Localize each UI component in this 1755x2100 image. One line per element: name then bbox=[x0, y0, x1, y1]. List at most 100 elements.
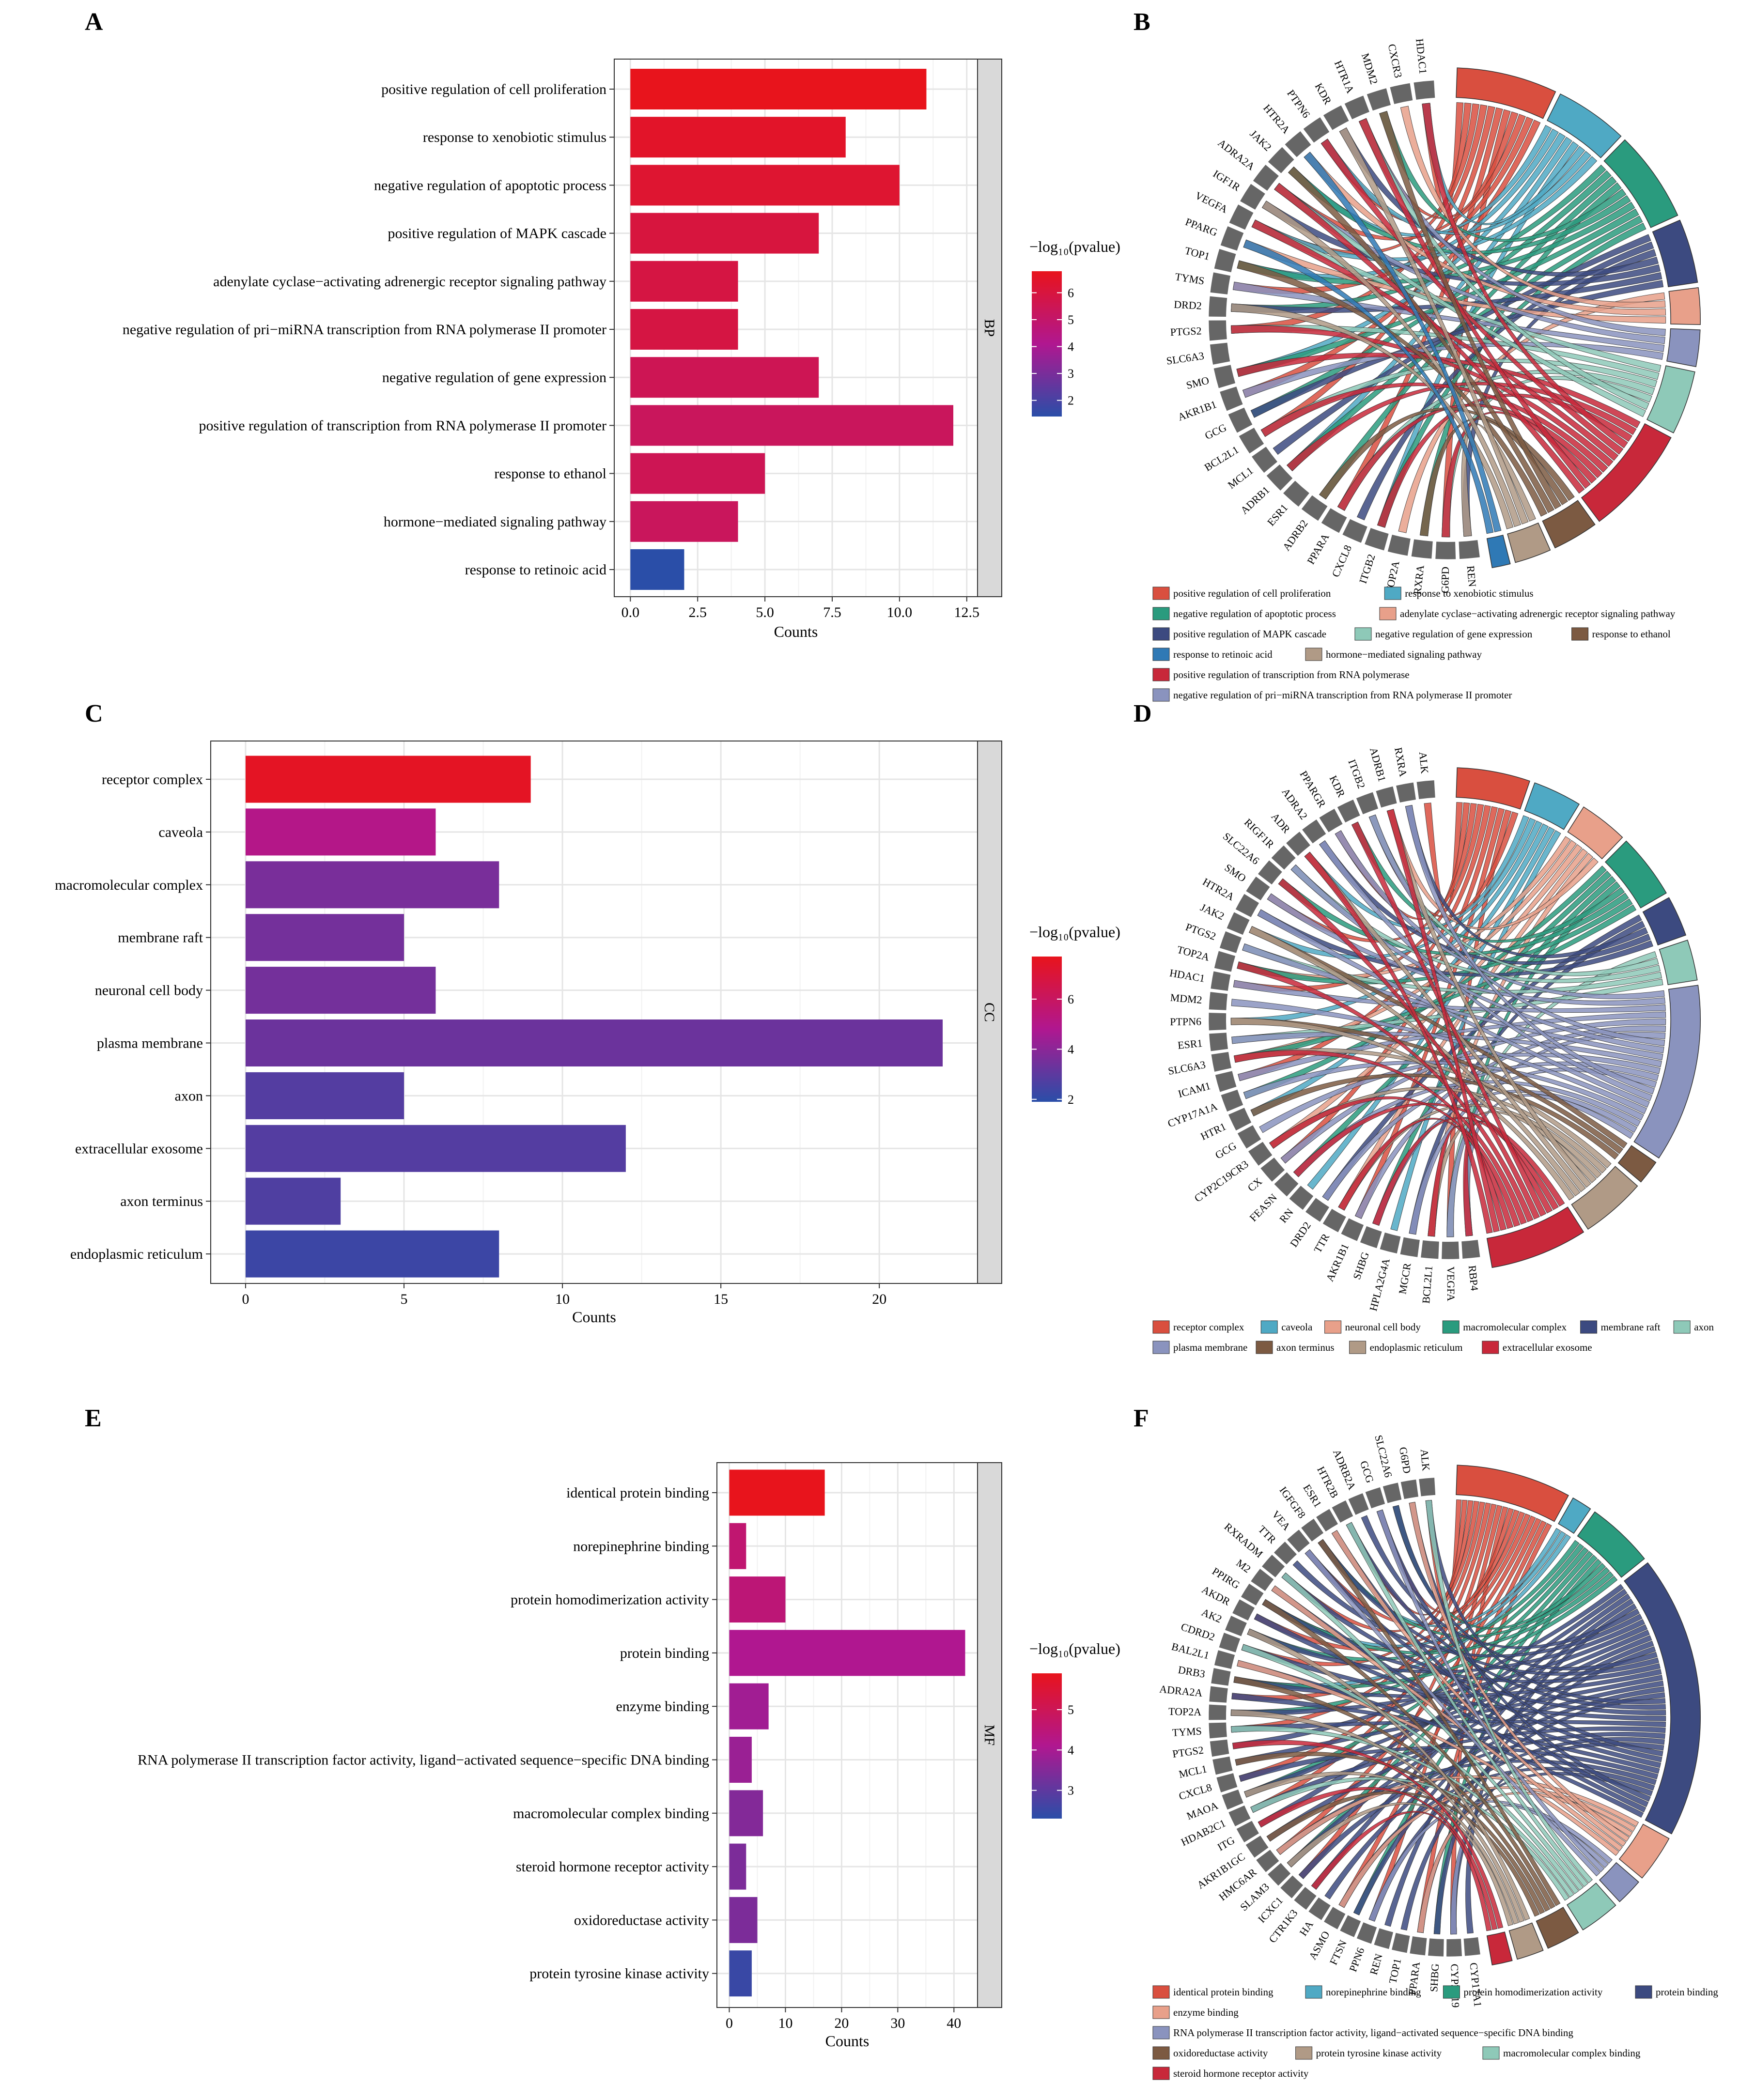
legend-label: neuronal cell body bbox=[1345, 1321, 1421, 1333]
x-tick-label: 20 bbox=[872, 1291, 886, 1307]
legend-swatch bbox=[1152, 2006, 1170, 2019]
gene-block bbox=[1236, 1821, 1259, 1843]
category-label: extracellular exosome bbox=[75, 1141, 203, 1157]
gene-block bbox=[1210, 342, 1230, 365]
gene-label: CX bbox=[1245, 1175, 1265, 1194]
legend-swatch bbox=[1324, 1320, 1342, 1334]
chord-ribbon bbox=[1250, 1776, 1569, 1901]
term-sector bbox=[1646, 365, 1695, 433]
bar bbox=[630, 501, 738, 542]
colorbar-tick-label: 5 bbox=[1068, 313, 1074, 327]
term-sector bbox=[1581, 423, 1672, 522]
gene-block bbox=[1421, 1240, 1439, 1259]
legend-label: RNA polymerase II transcription factor a… bbox=[1173, 2027, 1573, 2038]
gene-block bbox=[1410, 1936, 1427, 1956]
gene-block bbox=[1222, 1789, 1243, 1810]
gene-label: PPARA bbox=[1305, 531, 1332, 566]
gene-label: GCG bbox=[1213, 1140, 1239, 1161]
gene-label: VEA bbox=[1270, 1508, 1293, 1533]
chord-ribbon bbox=[1311, 1811, 1492, 1931]
chord-ribbon bbox=[1237, 260, 1548, 517]
chord-ribbon bbox=[1304, 851, 1493, 1234]
gene-label: CXCL8 bbox=[1329, 543, 1354, 579]
gene-block bbox=[1356, 1922, 1377, 1944]
gene-block bbox=[1382, 1482, 1402, 1503]
legend-label: positive regulation of cell proliferatio… bbox=[1173, 587, 1331, 599]
gene-label: SLC6A3 bbox=[1167, 1058, 1206, 1077]
legend-swatch bbox=[1260, 1320, 1278, 1334]
chord-ribbon bbox=[1346, 1522, 1588, 1887]
gene-block bbox=[1340, 1915, 1361, 1937]
category-label: axon bbox=[175, 1088, 203, 1104]
gene-label: BCL2L1 bbox=[1420, 1265, 1435, 1304]
colorbar bbox=[1032, 957, 1062, 1102]
category-label: response to xenobiotic stimulus bbox=[423, 129, 606, 145]
legend-swatch bbox=[1349, 1341, 1367, 1354]
term-sector bbox=[1599, 1862, 1639, 1902]
gene-block bbox=[1374, 1928, 1394, 1949]
gene-label: PTGS2 bbox=[1170, 324, 1202, 338]
term-sector bbox=[1486, 1206, 1584, 1268]
gene-block bbox=[1216, 1773, 1238, 1792]
legend-label: protein tyrosine kinase activity bbox=[1316, 2047, 1442, 2059]
x-tick-label: 40 bbox=[947, 2015, 961, 2031]
gene-label: ADRB1 bbox=[1367, 746, 1388, 783]
gene-block bbox=[1387, 535, 1411, 556]
chord-ribbon bbox=[1368, 814, 1665, 1047]
gene-block bbox=[1294, 1887, 1317, 1910]
legend-swatch bbox=[1152, 648, 1170, 661]
x-axis-title: Counts bbox=[825, 2032, 870, 2050]
chord-ribbon bbox=[1405, 805, 1655, 1095]
gene-label: GCG bbox=[1358, 1459, 1376, 1484]
gene-label: HTR2A bbox=[1261, 102, 1292, 136]
x-axis-title: Counts bbox=[774, 623, 818, 640]
chord-ribbon bbox=[1244, 1771, 1519, 1925]
legend-swatch bbox=[1580, 1320, 1598, 1334]
term-sector bbox=[1508, 1922, 1544, 1960]
legend-label: response to retinoic acid bbox=[1173, 649, 1273, 660]
chord-ribbon bbox=[1231, 999, 1647, 1114]
category-label: macromolecular complex bbox=[55, 877, 203, 893]
gene-block bbox=[1360, 1226, 1382, 1249]
term-sector bbox=[1642, 897, 1687, 946]
colorbar-title: −log₁₀(pvalue) bbox=[1029, 1640, 1120, 1657]
facet-label: MF bbox=[981, 1725, 997, 1745]
legend-swatch bbox=[1152, 668, 1170, 681]
chord-ribbon bbox=[1376, 1509, 1605, 1872]
gene-block bbox=[1392, 1932, 1410, 1953]
panel-letter-c: C bbox=[85, 700, 103, 727]
category-label: response to retinoic acid bbox=[465, 562, 606, 578]
gene-label: G6PD bbox=[1397, 1446, 1413, 1474]
category-label: neuronal cell body bbox=[95, 983, 203, 999]
legend-swatch bbox=[1442, 1320, 1460, 1334]
gene-label: TOP2A bbox=[1168, 1705, 1202, 1718]
chord-ribbon bbox=[1278, 878, 1540, 1220]
legend-swatch bbox=[1635, 1985, 1652, 1999]
category-label: positive regulation of transcription fro… bbox=[199, 417, 606, 433]
legend-swatch bbox=[1305, 1985, 1322, 1999]
gene-block bbox=[1237, 1125, 1261, 1149]
chord-ribbon bbox=[1261, 201, 1522, 527]
gene-label: JAK2 bbox=[1247, 127, 1274, 154]
bar bbox=[729, 1683, 769, 1729]
legend-swatch bbox=[1482, 1341, 1499, 1354]
colorbar-tick-label: 2 bbox=[1068, 394, 1074, 408]
plot-panel bbox=[716, 1462, 978, 2008]
category-label: positive regulation of MAPK cascade bbox=[388, 226, 606, 242]
gene-block bbox=[1308, 1897, 1331, 1920]
term-sector bbox=[1666, 328, 1701, 367]
gene-label: ADRA2A bbox=[1159, 1683, 1203, 1699]
gene-label: DRB3 bbox=[1177, 1664, 1206, 1680]
chord-ribbon bbox=[1257, 909, 1650, 1108]
category-label: plasma membrane bbox=[97, 1035, 203, 1051]
gene-label: ADRA2A bbox=[1216, 137, 1258, 173]
gene-label: ALK bbox=[1418, 1449, 1432, 1471]
x-tick-label: 15 bbox=[714, 1291, 728, 1307]
gene-label: SHBG bbox=[1351, 1250, 1371, 1281]
gene-label: FEASN bbox=[1247, 1191, 1279, 1224]
gene-block bbox=[1280, 1875, 1304, 1899]
chord-ribbon bbox=[1386, 809, 1500, 1233]
legend-swatch bbox=[1384, 587, 1401, 600]
term-sector bbox=[1542, 500, 1596, 549]
gene-label: ESR1 bbox=[1177, 1037, 1203, 1051]
